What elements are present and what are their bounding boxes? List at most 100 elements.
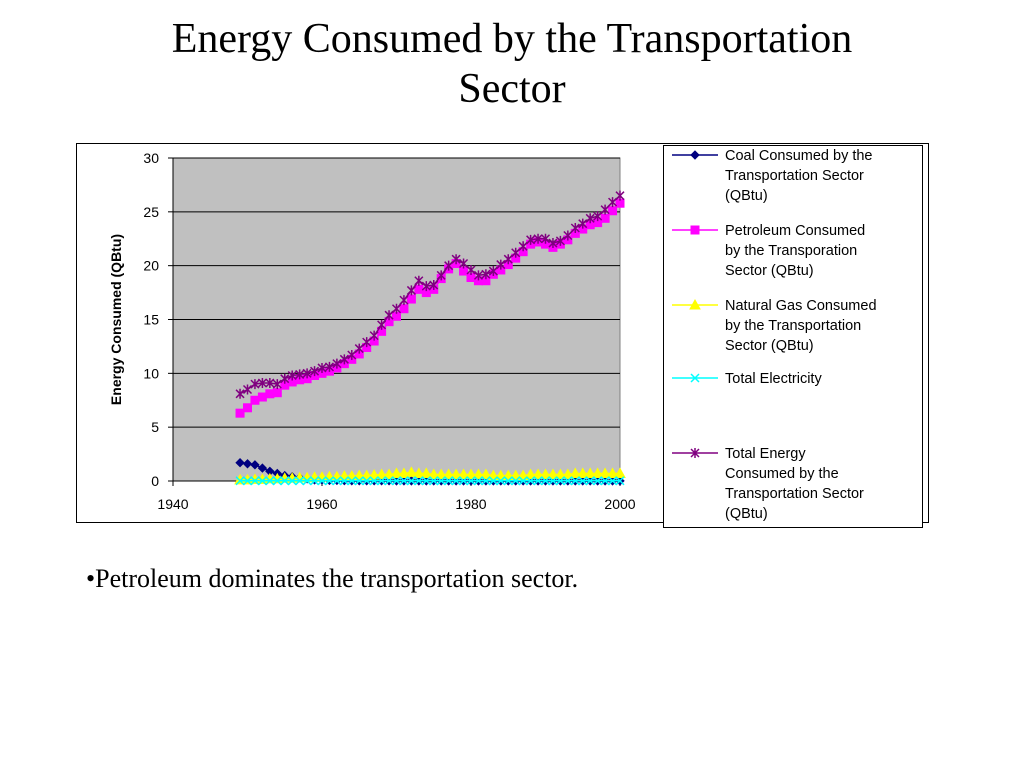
data-point (473, 270, 483, 281)
legend-swatch-marker (690, 225, 700, 235)
data-point (585, 213, 595, 224)
y-tick-label: 20 (143, 258, 159, 274)
data-point (578, 476, 588, 486)
data-point (354, 343, 364, 354)
bullet-text: •Petroleum dominates the transportation … (86, 564, 579, 593)
data-point (562, 468, 574, 480)
data-point (250, 460, 260, 470)
data-point (398, 467, 410, 478)
data-point (339, 354, 349, 365)
data-point (421, 476, 431, 486)
data-point (540, 233, 551, 244)
legend-item-3: Total Electricity (672, 371, 822, 387)
data-point (384, 310, 394, 321)
y-tick-label: 10 (143, 365, 159, 381)
data-point (511, 476, 521, 486)
legend-label: Petroleum Consumed (725, 223, 865, 239)
data-point (442, 468, 455, 480)
data-point (480, 468, 492, 480)
data-point (436, 270, 446, 281)
data-point (599, 467, 611, 478)
y-tick-label: 30 (143, 150, 159, 166)
legend-item-4: Total Energy Consumed by the Transportatio… (672, 446, 864, 522)
data-point (235, 388, 245, 399)
data-point (362, 476, 372, 486)
data-point (265, 378, 275, 389)
data-point (444, 476, 454, 486)
data-point (578, 218, 588, 229)
legend-label: Total Energy (725, 446, 806, 462)
data-point (280, 476, 290, 486)
data-point (241, 473, 254, 485)
legend-swatch-marker (690, 448, 700, 458)
data-point (518, 241, 528, 252)
data-point (614, 467, 626, 478)
data-point (593, 211, 603, 222)
data-point (324, 361, 334, 372)
data-point (608, 476, 618, 486)
data-point (591, 467, 604, 478)
data-point (324, 476, 334, 486)
legend-label: Sector (QBtu) (725, 263, 814, 279)
data-point (242, 384, 253, 395)
legend-label: (QBtu) (725, 188, 768, 204)
data-point (524, 468, 537, 480)
data-point (414, 275, 424, 286)
data-point (472, 468, 485, 480)
data-point (427, 468, 440, 480)
y-tick-label: 25 (143, 204, 159, 220)
data-point (488, 266, 498, 277)
legend-label: Total Electricity (725, 371, 822, 387)
legend-swatch-marker (689, 298, 701, 310)
data-point (533, 233, 543, 244)
data-point (406, 294, 416, 304)
data-point (466, 264, 476, 275)
data-point (250, 379, 260, 390)
data-point (496, 259, 506, 270)
data-point (533, 476, 543, 486)
legend-label: Consumed by the (725, 466, 839, 482)
data-point (257, 463, 268, 473)
data-point (496, 476, 506, 486)
data-point (444, 260, 454, 271)
data-point (406, 285, 416, 296)
data-point (391, 476, 402, 486)
legend-item-2: Natural Gas Consumed by the Transportatio… (672, 298, 877, 354)
data-point (511, 247, 521, 258)
data-point (384, 476, 394, 486)
data-point (242, 459, 253, 469)
data-point (466, 476, 476, 486)
data-point (377, 476, 387, 486)
data-point (421, 281, 431, 292)
data-point (540, 476, 551, 486)
legend-label: Natural Gas Consumed (725, 298, 877, 314)
slide-title-line-2: Sector (458, 66, 566, 112)
legend-label: Coal Consumed by the (725, 148, 873, 164)
data-point (593, 476, 603, 486)
legend-label: Transportation Sector (725, 168, 864, 184)
data-point (526, 476, 536, 486)
x-tick-label: 1960 (306, 496, 337, 512)
data-point (569, 467, 582, 478)
data-point (584, 467, 597, 478)
data-point (481, 269, 491, 280)
data-point (399, 295, 409, 306)
series-3 (235, 476, 625, 486)
data-point (287, 476, 297, 486)
data-point (503, 476, 513, 486)
data-point (548, 476, 558, 486)
data-point (317, 476, 327, 486)
data-point (457, 468, 470, 480)
series-line (239, 195, 621, 395)
series-4 (235, 190, 625, 399)
data-point (555, 235, 565, 246)
data-point (332, 358, 342, 369)
data-point (399, 476, 409, 486)
data-point (414, 284, 424, 294)
data-point (310, 476, 320, 486)
data-point (459, 258, 469, 269)
data-point (287, 370, 297, 381)
data-point (608, 197, 618, 208)
data-point (234, 473, 246, 485)
data-point (375, 468, 388, 480)
